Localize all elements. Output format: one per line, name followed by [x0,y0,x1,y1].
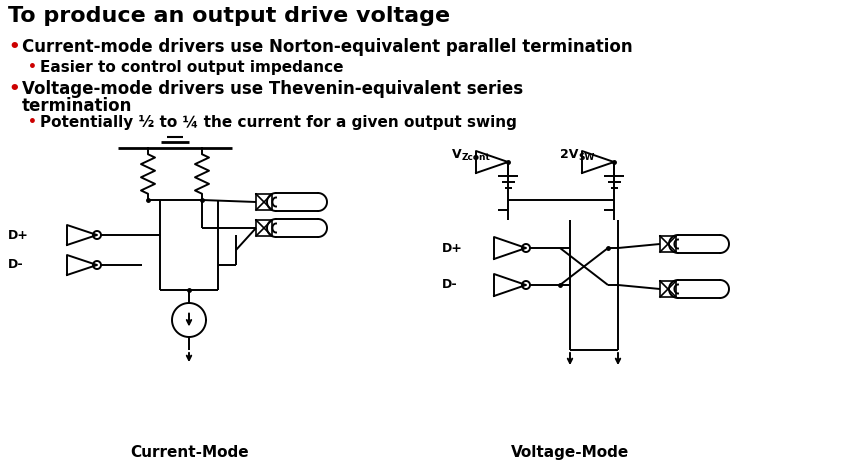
Text: V: V [452,148,461,161]
Text: Easier to control output impedance: Easier to control output impedance [40,60,343,75]
Text: Current-Mode: Current-Mode [131,445,249,460]
Text: SW: SW [578,153,594,162]
Text: D-: D- [442,279,458,291]
Text: •: • [28,60,36,74]
Text: D-: D- [8,259,24,272]
Text: termination: termination [22,97,132,115]
Text: Voltage-Mode: Voltage-Mode [510,445,629,460]
Text: Current-mode drivers use Norton-equivalent parallel termination: Current-mode drivers use Norton-equivale… [22,38,633,56]
Text: Potentially ½ to ¼ the current for a given output swing: Potentially ½ to ¼ the current for a giv… [40,115,517,130]
Text: D+: D+ [442,242,463,254]
Text: •: • [28,115,36,129]
Text: D+: D+ [8,228,29,242]
Text: 2V: 2V [560,148,578,161]
Text: Voltage-mode drivers use Thevenin-equivalent series: Voltage-mode drivers use Thevenin-equiva… [22,80,523,98]
Text: To produce an output drive voltage: To produce an output drive voltage [8,6,450,26]
Text: •: • [8,80,20,98]
Text: Zcont: Zcont [462,153,491,162]
Text: •: • [8,38,20,56]
